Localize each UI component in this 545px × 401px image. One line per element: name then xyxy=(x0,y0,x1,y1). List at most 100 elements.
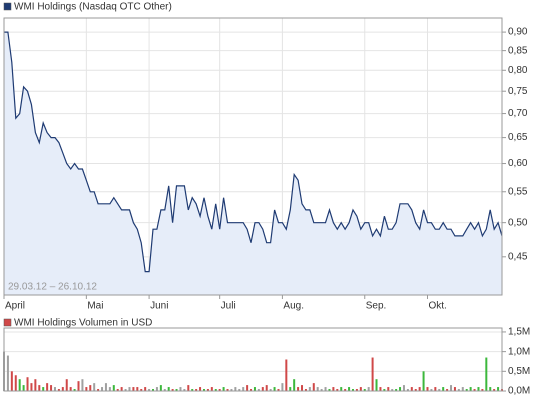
volume-bar xyxy=(38,385,41,391)
volume-bar xyxy=(242,387,245,391)
y-tick-label: 0,85 xyxy=(508,45,528,56)
volume-bar xyxy=(93,383,96,391)
volume-bar xyxy=(187,385,190,391)
volume-bar xyxy=(273,387,276,391)
volume-bar xyxy=(269,389,272,391)
volume-bar xyxy=(383,389,386,391)
volume-bar xyxy=(50,385,53,391)
legend-swatch xyxy=(3,2,12,11)
x-tick-label: April xyxy=(5,301,25,312)
y-tick-label: 0,75 xyxy=(508,86,528,97)
volume-bar xyxy=(69,387,72,391)
volume-bar xyxy=(6,355,9,391)
y-tick-label: 0,70 xyxy=(508,108,528,119)
volume-bar xyxy=(430,389,433,391)
volume-bar xyxy=(210,387,213,391)
volume-bar xyxy=(344,389,347,391)
volume-bar xyxy=(73,389,76,391)
y-tick-label: 1,5M xyxy=(508,327,530,338)
volume-bar xyxy=(171,389,174,391)
volume-bar xyxy=(426,387,429,391)
volume-bar xyxy=(30,383,33,391)
volume-bar xyxy=(438,389,441,391)
volume-bar xyxy=(81,379,84,391)
volume-bar xyxy=(450,385,453,391)
volume-bar xyxy=(167,387,170,391)
volume-bar xyxy=(277,389,280,391)
volume-bar xyxy=(391,389,394,391)
volume-bar xyxy=(399,387,402,391)
volume-bar xyxy=(26,377,29,391)
volume-bar xyxy=(461,387,464,391)
volume-bar xyxy=(214,389,217,391)
volume-bar xyxy=(261,387,264,391)
area xyxy=(4,32,502,295)
y-tick-label: 0,80 xyxy=(508,65,528,76)
volume-bar xyxy=(348,387,351,391)
volume-bar xyxy=(301,385,304,391)
volume-bar xyxy=(481,389,484,391)
volume-bar xyxy=(465,389,468,391)
volume-bar xyxy=(379,387,382,391)
volume-bar xyxy=(101,387,104,391)
volume-bar xyxy=(53,387,56,391)
x-tick-label: Mai xyxy=(87,301,103,312)
y-tick-label: 0,90 xyxy=(508,27,528,38)
x-tick-label: Juli xyxy=(221,301,236,312)
volume-bar xyxy=(120,387,123,391)
volume-bar xyxy=(473,389,476,391)
volume-bar xyxy=(10,371,13,391)
volume-bar xyxy=(89,385,92,391)
volume-bar xyxy=(195,389,198,391)
volume-bar xyxy=(222,387,225,391)
volume-bar xyxy=(316,387,319,391)
volume-bar xyxy=(97,389,100,391)
volume-bar xyxy=(402,385,405,391)
y-tick-label: 1,0M xyxy=(508,346,530,357)
volume-bar xyxy=(367,387,370,391)
volume-bar xyxy=(128,387,131,391)
volume-bar xyxy=(148,389,151,391)
volume-bar xyxy=(442,387,445,391)
legend-label: WMI Holdings (Nasdaq OTC Other) xyxy=(14,2,172,13)
volume-bar xyxy=(336,389,339,391)
volume-bar xyxy=(359,387,362,391)
volume-bar xyxy=(293,379,296,391)
volume-bar xyxy=(218,389,221,391)
volume-bar xyxy=(144,387,147,391)
volume-bar xyxy=(112,385,115,391)
volume-bar xyxy=(253,387,256,391)
volume-bar xyxy=(265,385,268,391)
volume-bar xyxy=(108,387,111,391)
volume-bar xyxy=(65,379,68,391)
volume-bar xyxy=(297,387,300,391)
volume-bar xyxy=(202,389,205,391)
volume-bar xyxy=(257,389,260,391)
volume-bar xyxy=(457,389,460,391)
y-tick-label: 0,0M xyxy=(508,386,530,397)
x-tick-label: Juni xyxy=(150,301,168,312)
y-tick-label: 0,45 xyxy=(508,251,528,262)
volume-bar xyxy=(434,387,437,391)
volume-bar xyxy=(477,387,480,391)
volume-bar xyxy=(324,387,327,391)
volume-bar xyxy=(289,387,292,391)
volume-bar xyxy=(387,387,390,391)
legend-label: WMI Holdings Volumen in USD xyxy=(14,318,152,329)
volume-bar xyxy=(312,383,315,391)
volume-bar xyxy=(246,385,249,391)
volume-bar xyxy=(363,389,366,391)
volume-bar xyxy=(371,357,374,391)
volume-bar xyxy=(175,389,178,391)
y-tick-label: 0,5M xyxy=(508,366,530,377)
volume-bar xyxy=(340,387,343,391)
volume-bar xyxy=(140,389,143,391)
volume-bar xyxy=(22,385,25,391)
volume-bar xyxy=(191,389,194,391)
volume-bar xyxy=(14,375,17,391)
volume-bar xyxy=(469,387,472,391)
volume-bar xyxy=(410,387,413,391)
volume-bar xyxy=(422,371,425,391)
volume-bar xyxy=(34,379,37,391)
x-tick-label: Okt. xyxy=(428,301,446,312)
